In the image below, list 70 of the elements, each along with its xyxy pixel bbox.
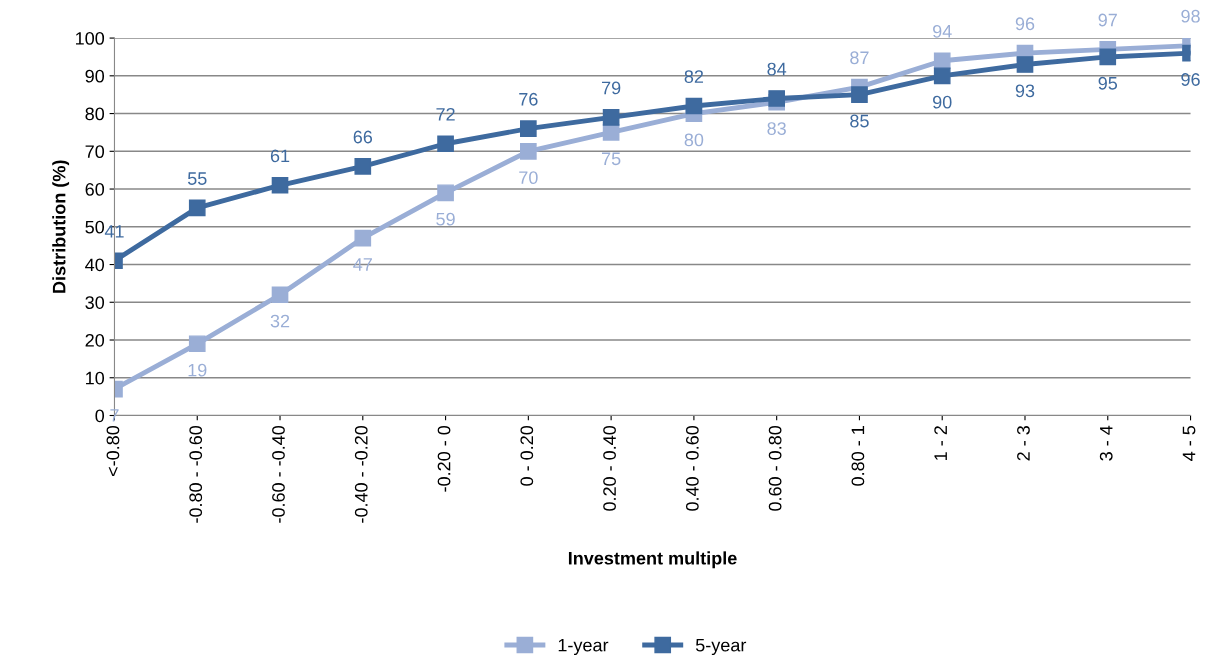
- y-tick-label: 30: [85, 296, 105, 309]
- data-label: 70: [519, 171, 538, 185]
- data-label: 32: [270, 314, 290, 328]
- point: [1016, 56, 1034, 73]
- data-label: 98: [1181, 9, 1200, 23]
- x-tick-label: 2 - 3: [1017, 426, 1030, 461]
- legend-label: 1-year: [558, 638, 609, 656]
- data-label: 84: [767, 62, 787, 76]
- y-tick-label: 40: [85, 258, 105, 272]
- point: [271, 176, 289, 194]
- y-tick-label: 0: [95, 409, 105, 423]
- x-tick-label: -0.20 - 0: [437, 425, 451, 492]
- point: [685, 97, 703, 115]
- y-tick-label: 60: [85, 182, 105, 196]
- data-label: 96: [1015, 17, 1035, 31]
- x-tick-label: 0.60 - 0.80: [768, 425, 782, 511]
- x-tick-label: 0.40 - 0.60: [685, 425, 699, 511]
- data-label: 90: [933, 95, 952, 109]
- data-label: 75: [602, 152, 621, 166]
- data-label: 85: [850, 114, 869, 128]
- data-label: 76: [519, 92, 538, 106]
- y-tick-label: 90: [85, 69, 105, 83]
- x-tick-label: -0.40 - -0.20: [354, 425, 368, 523]
- point: [933, 52, 951, 70]
- point: [354, 158, 372, 175]
- y-tick-label: 50: [85, 220, 105, 234]
- point: [188, 199, 206, 217]
- y-axis-title: Distribution (%): [52, 160, 70, 293]
- point: [354, 229, 372, 247]
- data-label: 83: [767, 122, 786, 135]
- point: [602, 109, 620, 126]
- y-tick-label: 100: [76, 32, 105, 45]
- x-tick-label: -0.80 - -0.60: [189, 425, 203, 523]
- data-label: 55: [187, 172, 207, 185]
- data-label: 19: [188, 363, 207, 377]
- x-tick-label: 3 - 4: [1099, 425, 1113, 461]
- point: [271, 286, 289, 304]
- data-label: 87: [850, 51, 869, 65]
- y-tick-label: 20: [85, 333, 105, 347]
- data-label: 95: [1098, 76, 1118, 90]
- data-label: 80: [684, 133, 704, 147]
- point: [1099, 48, 1117, 66]
- x-tick-label: 0.20 - 0.40: [603, 425, 616, 511]
- data-label: 79: [602, 81, 621, 95]
- y-tick-label: 70: [85, 145, 105, 159]
- x-tick-label: 0 - 0.20: [520, 425, 534, 486]
- y-tick-label: 80: [85, 107, 105, 121]
- point: [520, 142, 537, 160]
- data-label: 93: [1015, 84, 1035, 98]
- data-label: 66: [353, 130, 373, 144]
- x-tick-label: 4 - 5: [1182, 425, 1196, 461]
- x-tick-label: -0.60 - -0.40: [272, 425, 285, 523]
- data-label: 59: [436, 212, 455, 226]
- data-label: 61: [270, 149, 290, 163]
- point: [437, 135, 454, 153]
- point: [188, 335, 206, 353]
- data-label: 94: [933, 24, 952, 38]
- x-tick-label: 0.80 - 1: [851, 426, 865, 486]
- point: [520, 120, 537, 137]
- data-label: 96: [1181, 73, 1200, 86]
- point: [851, 86, 868, 104]
- point: [933, 67, 951, 85]
- x-tick-label: <-0.80: [106, 425, 120, 477]
- legend-label: 5-year: [695, 638, 747, 656]
- point: [768, 90, 786, 107]
- x-tick-label: 1 - 2: [934, 426, 947, 460]
- x-axis-title: Investment multiple: [568, 551, 737, 569]
- y-tick-label: 10: [86, 371, 105, 385]
- point: [437, 184, 454, 202]
- data-label: 97: [1098, 13, 1117, 27]
